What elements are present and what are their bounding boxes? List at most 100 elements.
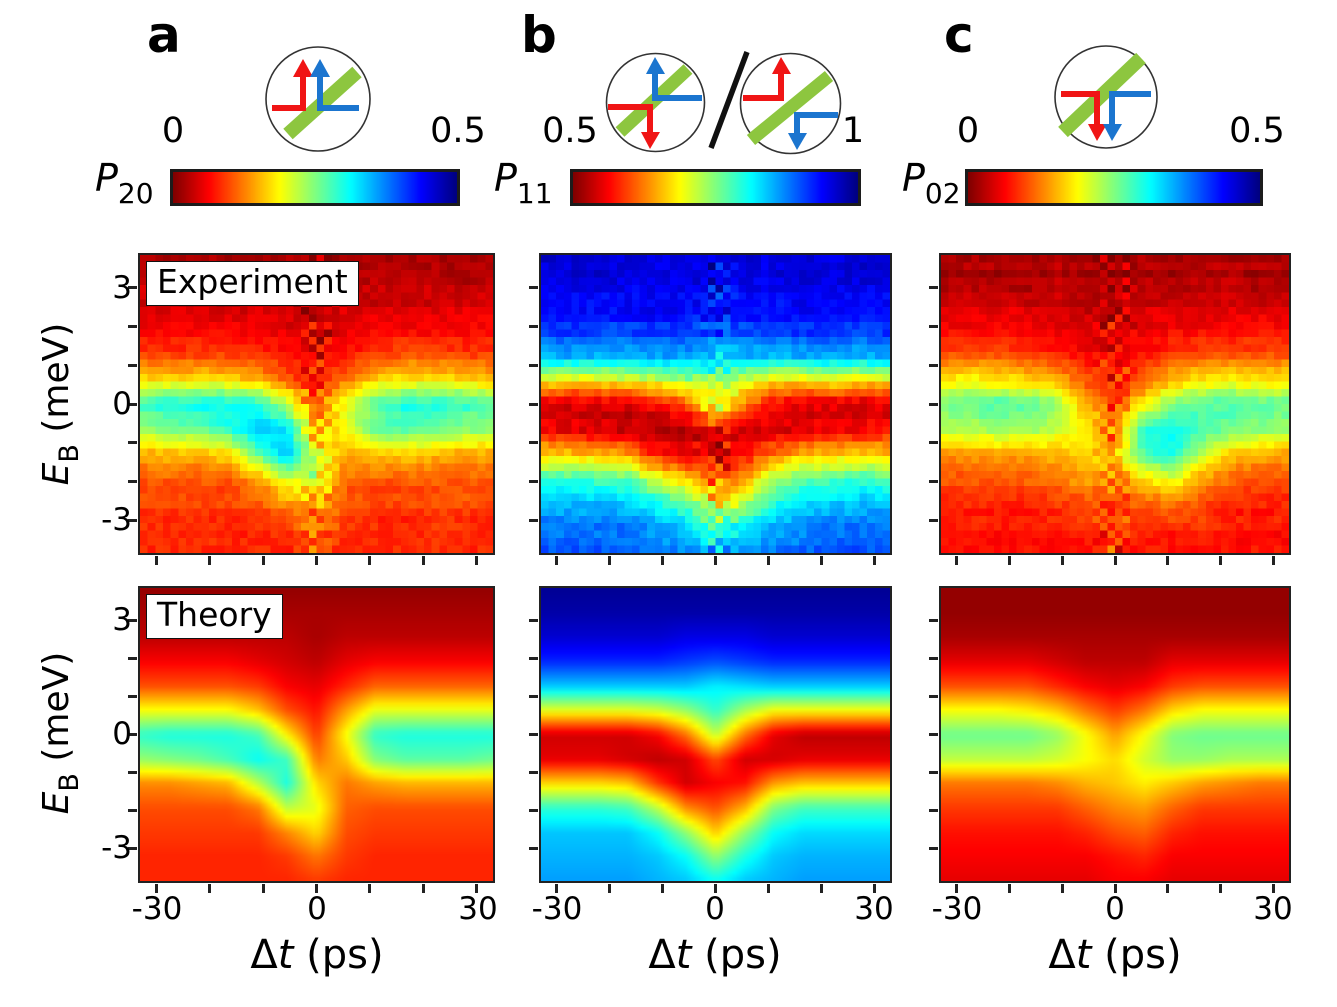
heatmap-experiment-P11	[541, 255, 890, 553]
blue-photon-path	[652, 72, 702, 101]
x-tick-mark	[421, 556, 425, 565]
x-tick-mark	[872, 884, 876, 893]
x-tick-mark	[368, 884, 372, 893]
p-symbol: P	[95, 156, 118, 200]
y-axis-label-theory: EB (meV)	[36, 623, 85, 843]
heatmap-panel-experiment-b	[529, 253, 892, 565]
x-tick-mark	[766, 884, 770, 893]
colorbar-min-label-c: 0	[956, 111, 980, 151]
y-axis-label-experiment: EB (meV)	[36, 294, 85, 514]
x-tick-mark	[1166, 884, 1170, 893]
colorbar-max-label-b: 1	[841, 111, 865, 151]
x-tick-mark	[1060, 556, 1064, 565]
heatmap-panel-experiment-c	[929, 253, 1291, 565]
heatmap-theory-P11	[541, 588, 890, 881]
panel-letter-a: a	[147, 6, 181, 64]
red-arrow-up-icon	[293, 59, 313, 77]
x-tick-mark	[819, 884, 823, 893]
p-subscript: 20	[117, 177, 154, 210]
x-tick-label: 30	[458, 891, 498, 927]
x-tick-mark	[1218, 556, 1222, 565]
red-photon-path	[743, 72, 784, 101]
colorbar-min-label-b: 0.5	[542, 111, 598, 151]
y-tick-mark	[529, 479, 538, 483]
red-photon-path	[608, 104, 653, 134]
panel-letter-c: c	[944, 6, 974, 64]
colorbar-gradient	[573, 172, 858, 203]
p-subscript: 11	[516, 177, 553, 210]
y-tick-mark	[929, 847, 938, 851]
y-tick-label: -3	[101, 502, 132, 538]
colorbar-max-label-a: 0.5	[430, 111, 486, 151]
blue-arrow-up-icon	[310, 59, 330, 77]
y-tick-mark	[929, 325, 938, 329]
heatmap-panel-theory-c	[929, 586, 1291, 893]
y-tick-mark	[929, 518, 938, 522]
quantity-label-P11: P11	[494, 157, 553, 207]
blue-photon-path	[317, 75, 359, 111]
y-tick-mark	[128, 618, 137, 622]
beamsplitter-bar	[746, 70, 834, 146]
x-tick-label: 30	[1253, 891, 1293, 927]
y-tick-mark	[128, 694, 137, 698]
x-tick-mark	[208, 884, 212, 893]
detection-scheme-icon-b1	[605, 52, 706, 153]
x-tick-mark	[1008, 884, 1012, 893]
x-tick-mark	[368, 556, 372, 565]
x-tick-mark	[955, 884, 959, 893]
x-tick-mark	[315, 556, 318, 565]
detection-scheme-icon-c	[1054, 45, 1158, 149]
beamsplitter-bar	[1058, 52, 1146, 138]
detection-scheme-icon-b2	[739, 52, 842, 155]
y-tick-mark	[529, 286, 538, 290]
x-axis-symbol: t	[277, 932, 294, 978]
y-tick-mark	[128, 809, 137, 813]
x-tick-label: 30	[854, 891, 894, 927]
colorbar-P11	[570, 169, 861, 206]
y-tick-label: 0	[112, 716, 132, 752]
x-tick-mark	[1218, 884, 1222, 893]
y-axis-unit: (meV)	[36, 322, 77, 445]
y-tick-label: 3	[112, 270, 132, 306]
y-tick-mark	[529, 847, 538, 851]
p-symbol: P	[902, 156, 925, 200]
blue-photon-path	[1109, 91, 1151, 126]
y-tick-mark	[929, 656, 938, 660]
x-tick-mark	[872, 556, 876, 565]
y-tick-mark	[128, 402, 137, 406]
x-tick-mark	[714, 884, 717, 893]
detection-scheme-icon-a	[265, 46, 371, 152]
y-axis-symbol: E	[36, 791, 77, 815]
quantity-label-P02: P02	[902, 156, 961, 207]
blue-arrow-down-icon	[788, 133, 807, 150]
x-tick-mark	[315, 884, 318, 893]
blue-arrow-down-icon	[1103, 124, 1122, 141]
y-tick-mark	[529, 618, 538, 622]
red-arrow-up-icon	[772, 57, 791, 74]
x-axis-label-c: Δt (ps)	[1048, 933, 1181, 977]
x-tick-label: 0	[705, 891, 725, 927]
heatmap-panel-theory-b	[529, 586, 892, 893]
y-tick-mark	[929, 286, 938, 290]
x-tick-mark	[766, 556, 770, 565]
x-axis-unit: (ps)	[293, 932, 384, 978]
colorbar-min-label-a: 0	[161, 111, 185, 151]
x-tick-mark	[1166, 556, 1170, 565]
colorbar-max-label-c: 0.5	[1229, 111, 1285, 151]
y-axis-subscript: B	[54, 773, 85, 792]
y-tick-mark	[929, 402, 938, 406]
y-tick-mark	[929, 618, 938, 622]
y-tick-mark	[529, 694, 538, 698]
y-tick-mark	[929, 733, 938, 736]
y-tick-mark	[529, 771, 538, 775]
x-tick-mark	[208, 556, 212, 565]
x-tick-mark	[475, 884, 479, 893]
slash-line	[708, 51, 750, 149]
y-tick-mark	[529, 656, 538, 660]
y-axis-subscript: B	[54, 444, 85, 463]
y-tick-mark	[128, 518, 137, 522]
x-tick-mark	[1271, 556, 1275, 565]
delta-symbol: Δ	[250, 932, 278, 978]
x-tick-label: -30	[531, 891, 583, 927]
y-tick-label: -3	[101, 830, 132, 866]
